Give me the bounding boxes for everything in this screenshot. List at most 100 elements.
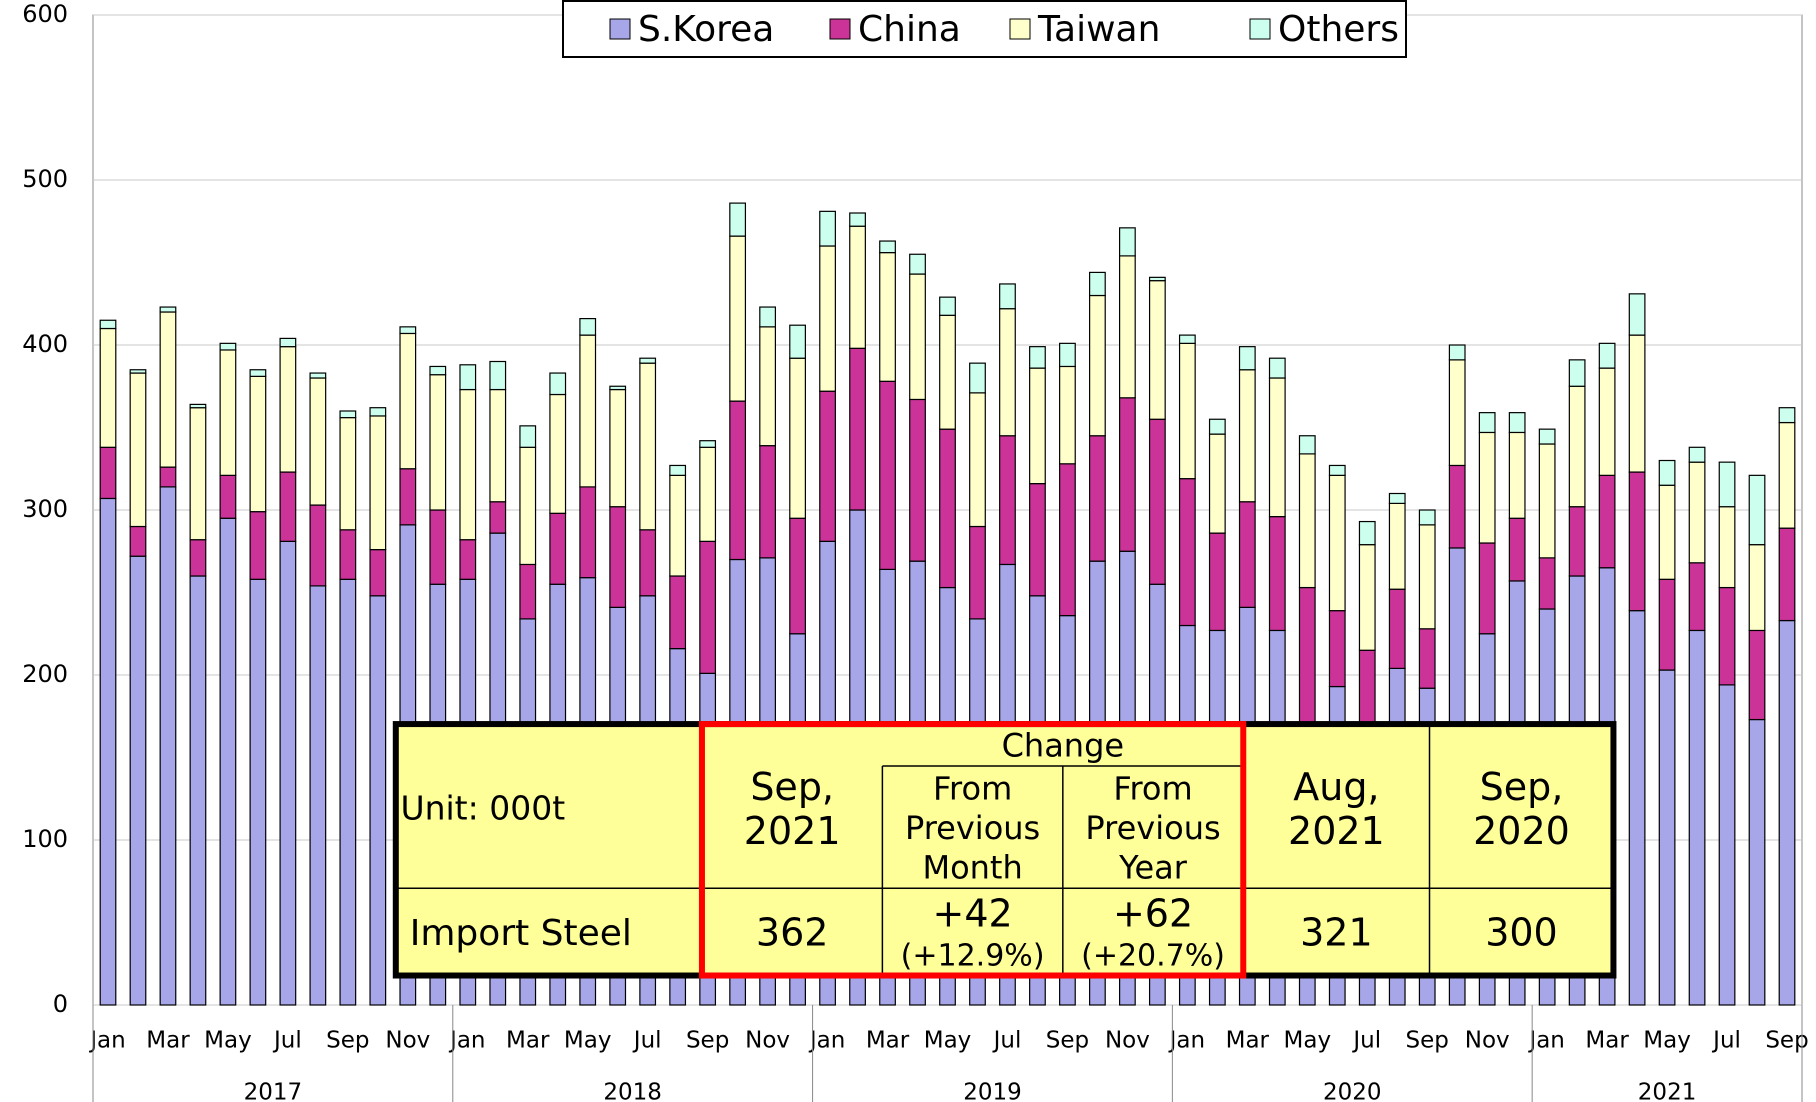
bar-segment <box>1418 628 1436 689</box>
bar-segment <box>1388 492 1406 504</box>
bar-segment <box>159 311 177 468</box>
bar-segment <box>549 372 567 396</box>
bar-segment <box>1178 478 1196 627</box>
bar-segment <box>999 435 1016 566</box>
x-tick-label: Jan <box>1168 1028 1205 1054</box>
bar-segment <box>249 511 267 580</box>
bar-segment <box>639 529 657 597</box>
bar-segment <box>369 407 387 417</box>
bar-segment <box>639 362 657 531</box>
bar-segment <box>669 464 687 476</box>
bar-segment <box>1718 506 1736 589</box>
x-tick-label: Nov <box>1465 1028 1510 1054</box>
bar-segment <box>1598 342 1616 369</box>
bar-segment <box>1628 293 1646 336</box>
table-col-header: Aug, <box>1293 765 1379 809</box>
bar-segment <box>1778 421 1796 529</box>
bar-segment <box>1388 588 1406 670</box>
bar-segment <box>1778 407 1796 424</box>
bar-segment <box>1778 527 1796 622</box>
legend: S.Korea China Taiwan Others <box>562 0 1407 58</box>
bar-segment <box>1478 431 1496 544</box>
bar-segment <box>489 388 507 503</box>
bar-segment <box>159 466 177 488</box>
bar-segment <box>279 337 297 348</box>
bar-segment <box>189 539 207 577</box>
bar-segment <box>99 446 117 500</box>
bar-segment <box>1598 367 1616 476</box>
bar-segment <box>519 563 537 620</box>
bar-segment <box>879 380 896 570</box>
table-cell-pct: (+20.7%) <box>1081 938 1225 973</box>
bar-segment <box>939 296 956 316</box>
bar-segment <box>399 332 417 470</box>
table-cell: +62 <box>1113 892 1193 936</box>
bar-segment <box>1688 461 1706 564</box>
x-tick-label: Sep <box>326 1028 369 1054</box>
bar-segment <box>1148 276 1166 282</box>
table-col-header: Sep, <box>1480 765 1564 809</box>
bar-segment <box>1089 435 1106 562</box>
bar-segment <box>1268 377 1286 518</box>
bar-segment <box>189 575 207 1006</box>
bar-segment <box>339 417 357 531</box>
bar-segment <box>1688 629 1706 1006</box>
x-tick-label: Nov <box>745 1028 790 1054</box>
bar-segment <box>1358 520 1376 546</box>
bar-segment <box>369 415 387 551</box>
bar-segment <box>879 240 896 254</box>
bar-segment <box>1418 509 1436 526</box>
bar-segment <box>1328 474 1346 612</box>
bar-segment <box>1208 532 1226 632</box>
bar-segment <box>429 365 447 376</box>
y-tick-label: 200 <box>22 660 68 688</box>
bar-segment <box>609 506 627 608</box>
bar-segment <box>519 425 537 448</box>
legend-label: Others <box>1278 9 1399 50</box>
bar-segment <box>309 504 327 587</box>
table-cell-pct: (+12.9%) <box>901 938 1045 973</box>
bar-segment <box>909 398 926 562</box>
bar-segment <box>999 308 1016 437</box>
year-label: 2017 <box>244 1080 303 1102</box>
bar-segment <box>1658 669 1676 1006</box>
bar-segment <box>1508 412 1526 434</box>
table-col-header: Previous <box>1085 809 1220 847</box>
bar-segment <box>879 252 896 382</box>
bar-segment <box>939 314 956 430</box>
bar-segment <box>699 540 717 674</box>
bar-segment <box>1238 369 1256 503</box>
x-tick-label: May <box>564 1028 612 1054</box>
table-row-label: Import Steel <box>410 913 632 954</box>
x-tick-label: Mar <box>1226 1028 1270 1054</box>
bar-segment <box>1628 610 1646 1006</box>
table-col-header: From <box>933 769 1012 807</box>
bar-segment <box>1268 515 1286 632</box>
legend-label: China <box>858 9 961 50</box>
bar-segment <box>519 446 537 566</box>
bar-segment <box>1538 443 1556 559</box>
bar-segment <box>249 375 267 513</box>
bar-segment <box>219 474 237 519</box>
table-col-header: From <box>1113 769 1192 807</box>
x-tick-label: Jul <box>1351 1028 1381 1054</box>
bar-segment <box>1538 557 1556 610</box>
bar-segment <box>219 517 237 1006</box>
bar-segment <box>1118 227 1136 257</box>
bar-segment <box>1388 502 1406 590</box>
bar-segment <box>1029 346 1046 369</box>
bar-segment <box>129 372 147 528</box>
year-label: 2018 <box>603 1080 662 1102</box>
bar-segment <box>969 525 986 620</box>
legend-swatch <box>1249 18 1271 40</box>
x-tick-label: Jan <box>808 1028 845 1054</box>
bar-segment <box>1448 359 1466 467</box>
bar-segment <box>459 364 477 391</box>
bar-segment <box>159 306 177 313</box>
x-tick-label: Sep <box>1046 1028 1089 1054</box>
bar-segment <box>1508 431 1526 519</box>
bar-segment <box>1448 344 1466 361</box>
bar-segment <box>219 349 237 476</box>
bar-segment <box>459 388 477 541</box>
